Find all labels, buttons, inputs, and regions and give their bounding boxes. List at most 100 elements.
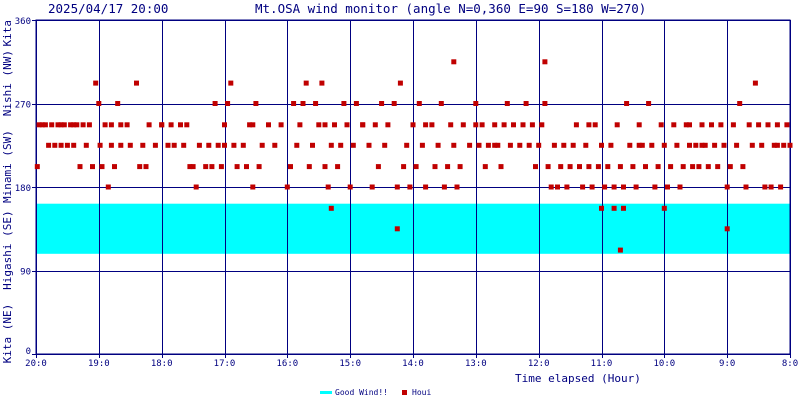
x-tick-label: 10:0 xyxy=(653,359,675,369)
houi-point xyxy=(498,164,504,170)
houi-point xyxy=(215,142,221,148)
houi-point xyxy=(118,142,124,148)
houi-point xyxy=(184,122,190,128)
houi-point xyxy=(322,164,328,170)
houi-point xyxy=(759,142,765,148)
houi-point xyxy=(222,142,227,148)
houi-point xyxy=(583,142,589,148)
houi-point xyxy=(328,205,334,211)
houi-point xyxy=(99,164,105,170)
houi-point xyxy=(454,184,460,190)
legend: Good Wind!! Houi xyxy=(320,388,431,397)
houi-point xyxy=(247,122,253,128)
houi-point xyxy=(86,122,92,128)
houi-point xyxy=(627,142,633,148)
houi-point xyxy=(482,164,488,170)
x-tick-label: 20:0 xyxy=(25,359,47,369)
timestamp-label: 2025/04/17 20:00 xyxy=(48,1,168,16)
houi-point xyxy=(599,142,604,148)
houi-point xyxy=(146,122,152,128)
houi-point xyxy=(781,142,787,148)
houi-point xyxy=(724,184,730,190)
houi-point xyxy=(394,184,400,190)
houi-point xyxy=(58,122,64,128)
houi-point xyxy=(118,122,124,128)
houi-point xyxy=(77,164,83,170)
houi-point xyxy=(602,184,608,190)
houi-point xyxy=(768,184,774,190)
houi-point xyxy=(633,184,639,190)
houi-point xyxy=(460,122,466,128)
x-tick-label: 17:0 xyxy=(214,359,236,369)
houi-point xyxy=(74,122,80,128)
houi-point xyxy=(90,164,95,170)
x-tick-label: 13:0 xyxy=(465,359,487,369)
houi-point xyxy=(605,164,611,170)
houi-point xyxy=(206,142,212,148)
direction-labels-layer: Kita (NE) Higashi (SE) Minami (SW) Nishi (N… xyxy=(1,20,14,363)
x-axis-label: Time elapsed (Hour) xyxy=(515,372,641,385)
x-tick-label: 14:0 xyxy=(402,359,424,369)
houi-point xyxy=(611,205,617,211)
houi-point xyxy=(341,101,347,106)
houi-point xyxy=(300,101,306,106)
houi-point xyxy=(577,164,582,170)
houi-point xyxy=(558,164,564,170)
x-tick-label: 18:0 xyxy=(151,359,173,369)
houi-point xyxy=(250,122,256,128)
houi-point xyxy=(580,184,586,190)
houi-point xyxy=(310,142,315,148)
houi-point xyxy=(630,164,636,170)
houi-point xyxy=(181,142,187,148)
houi-point xyxy=(256,164,262,170)
houi-point xyxy=(394,226,400,232)
houi-point xyxy=(140,142,146,148)
houi-point xyxy=(36,122,42,128)
houi-point xyxy=(639,142,645,148)
houi-point xyxy=(699,122,705,128)
houi-point xyxy=(42,122,48,128)
legend-swatch-houi xyxy=(402,390,407,395)
houi-point xyxy=(253,101,259,106)
houi-point xyxy=(168,122,174,128)
x-tick-label: 11:0 xyxy=(591,359,613,369)
direction-label: Nishi (NW) xyxy=(1,50,14,116)
houi-point xyxy=(661,205,667,211)
houi-point xyxy=(712,142,718,148)
houi-point xyxy=(507,142,513,148)
houi-point xyxy=(212,101,218,106)
houi-point xyxy=(762,184,768,190)
houi-point xyxy=(586,122,592,128)
houi-point xyxy=(231,142,237,148)
houi-point xyxy=(127,142,133,148)
houi-point xyxy=(284,184,290,190)
houi-point xyxy=(303,80,309,86)
legend-swatch-good-wind xyxy=(320,391,332,394)
houi-point xyxy=(445,164,451,170)
houi-point xyxy=(332,122,337,128)
houi-point xyxy=(756,122,762,128)
houi-point xyxy=(64,142,70,148)
houi-point xyxy=(492,142,498,148)
houi-point xyxy=(555,184,560,190)
houi-point xyxy=(448,122,454,128)
houi-point xyxy=(115,101,121,106)
houi-point xyxy=(353,101,359,106)
houi-point xyxy=(564,184,570,190)
houi-point xyxy=(643,164,648,170)
houi-point xyxy=(520,122,526,128)
houi-point xyxy=(621,184,626,190)
houi-point xyxy=(734,142,740,148)
houi-point xyxy=(288,164,293,170)
houi-point xyxy=(457,164,463,170)
houi-point xyxy=(105,184,111,190)
houi-point xyxy=(752,80,758,86)
houi-point xyxy=(68,122,74,128)
houi-point xyxy=(646,101,652,106)
direction-label: Minami (SW) xyxy=(1,130,14,203)
houi-point xyxy=(737,101,743,106)
houi-point xyxy=(190,164,196,170)
houi-point xyxy=(244,164,249,170)
houi-point xyxy=(423,184,429,190)
houi-point xyxy=(80,122,86,128)
